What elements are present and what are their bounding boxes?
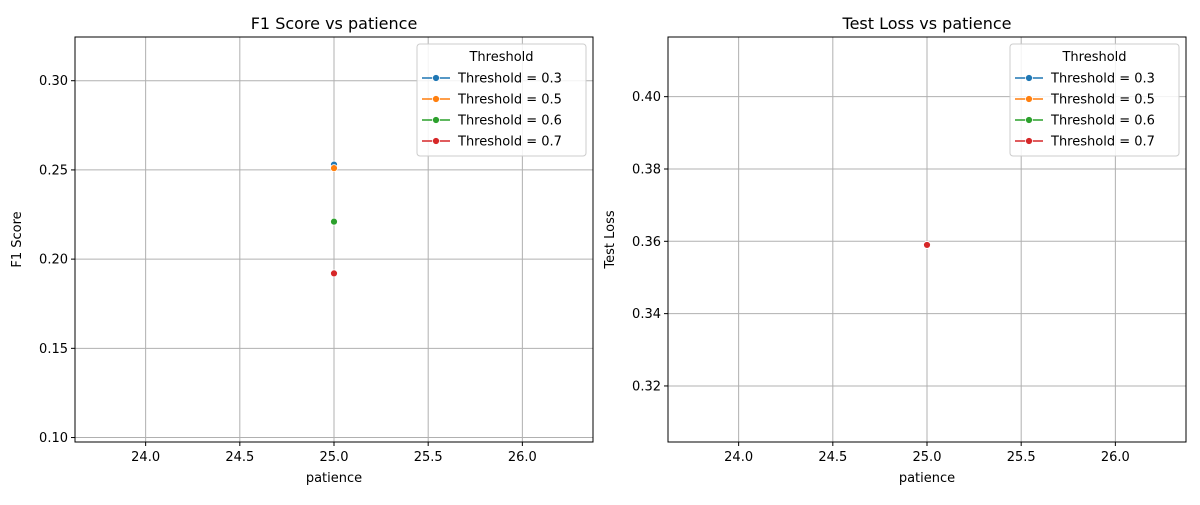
legend-entry-label: Threshold = 0.6 [457, 114, 562, 129]
x-tick-label: 24.0 [131, 450, 160, 465]
x-tick-label: 26.0 [508, 450, 537, 465]
legend-box [1009, 43, 1180, 157]
legend-entry-label: Threshold = 0.7 [457, 135, 562, 150]
chart-panel-1: 24.0 24.5 25.0 25.5 26.0 0.32 0.34 0.36 0.38 0.40… [603, 14, 1187, 486]
legend-entry-label: Threshold = 0.5 [457, 93, 562, 108]
x-tick-label: 26.0 [1101, 450, 1130, 465]
y-tick-label: 0.38 [632, 162, 661, 177]
y-tick-label: 0.36 [632, 235, 661, 250]
y-tick-label: 0.34 [632, 307, 661, 322]
y-axis-label: F1 Score [10, 211, 25, 267]
y-axis-label: Test Loss [603, 210, 618, 269]
legend-marker [1025, 95, 1033, 103]
legend-entry-label: Threshold = 0.3 [457, 72, 562, 87]
x-tick-label: 25.0 [320, 450, 349, 465]
y-tick-label: 0.32 [632, 379, 661, 394]
legend-title: Threshold [468, 50, 533, 65]
legend-entry-label: Threshold = 0.7 [1050, 135, 1155, 150]
legend-entry-label: Threshold = 0.3 [1050, 72, 1155, 87]
legend-marker [1025, 137, 1033, 145]
chart-title: Test Loss vs patience [842, 14, 1012, 33]
legend-marker [432, 74, 440, 82]
legend-box [416, 43, 587, 157]
legend-marker [432, 116, 440, 124]
y-tick-label: 0.20 [39, 253, 68, 268]
x-tick-label: 24.5 [225, 450, 254, 465]
legend-entry-label: Threshold = 0.6 [1050, 114, 1155, 129]
y-tick-label: 0.25 [39, 163, 68, 178]
y-tick-label: 0.40 [632, 90, 661, 105]
x-tick-label: 25.5 [1007, 450, 1036, 465]
y-tick-label: 0.15 [39, 342, 68, 357]
legend-marker [432, 137, 440, 145]
legend-title: Threshold [1061, 50, 1126, 65]
legend-marker [1025, 74, 1033, 82]
chart-panel-0: 24.0 24.5 25.0 25.5 26.0 0.10 0.15 0.20 0.25 0.30… [10, 14, 594, 486]
legend: Threshold Threshold = 0.3 Threshold = 0.5 T… [416, 43, 587, 157]
x-tick-label: 24.5 [818, 450, 847, 465]
legend-marker [432, 95, 440, 103]
x-axis-label: patience [306, 471, 362, 486]
chart-title: F1 Score vs patience [251, 14, 418, 33]
x-axis-label: patience [899, 471, 955, 486]
legend-entry-label: Threshold = 0.5 [1050, 93, 1155, 108]
data-point [330, 269, 338, 278]
legend-marker [1025, 116, 1033, 124]
x-tick-label: 24.0 [724, 450, 753, 465]
data-point [330, 164, 338, 173]
x-tick-label: 25.0 [913, 450, 942, 465]
data-point [330, 217, 338, 226]
x-tick-label: 25.5 [414, 450, 443, 465]
data-point [923, 241, 931, 249]
y-tick-label: 0.30 [39, 74, 68, 89]
legend: Threshold Threshold = 0.3 Threshold = 0.5 T… [1009, 43, 1180, 157]
y-tick-label: 0.10 [39, 431, 68, 446]
